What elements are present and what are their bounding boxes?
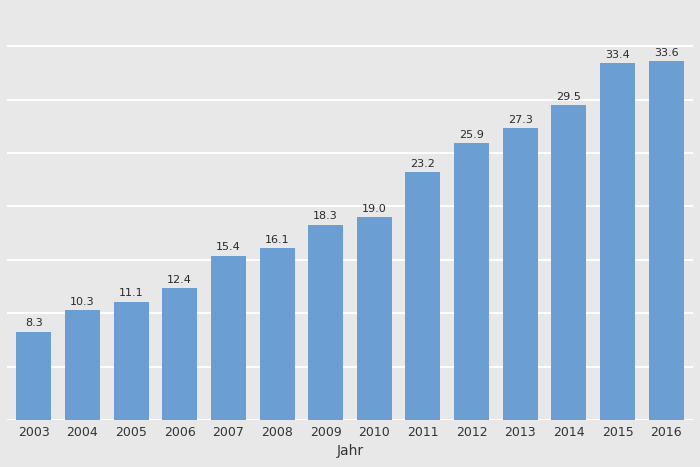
Bar (260, 248, 295, 420)
Text: 12.4: 12.4 (167, 275, 192, 284)
Bar (357, 217, 392, 420)
Text: 33.4: 33.4 (606, 50, 630, 60)
Bar (16, 332, 51, 420)
Bar (211, 255, 246, 420)
Text: 15.4: 15.4 (216, 242, 241, 253)
Bar (65, 310, 100, 420)
Bar (552, 105, 587, 420)
Text: 27.3: 27.3 (508, 115, 533, 125)
X-axis label: Jahr: Jahr (337, 445, 363, 459)
Text: 25.9: 25.9 (459, 130, 484, 140)
Bar (113, 302, 148, 420)
Bar (162, 288, 197, 420)
Text: 18.3: 18.3 (314, 212, 338, 221)
Bar (503, 128, 538, 420)
Bar (405, 172, 440, 420)
Text: 33.6: 33.6 (654, 48, 678, 58)
Text: 11.1: 11.1 (119, 289, 144, 298)
Bar (454, 143, 489, 420)
Bar (308, 225, 343, 420)
Text: 23.2: 23.2 (410, 159, 435, 169)
Text: 19.0: 19.0 (362, 204, 386, 214)
Text: 16.1: 16.1 (265, 235, 289, 245)
Bar (600, 63, 635, 420)
Text: 8.3: 8.3 (25, 318, 43, 328)
Bar (649, 61, 684, 420)
Text: 29.5: 29.5 (556, 92, 582, 102)
Text: 10.3: 10.3 (70, 297, 94, 307)
